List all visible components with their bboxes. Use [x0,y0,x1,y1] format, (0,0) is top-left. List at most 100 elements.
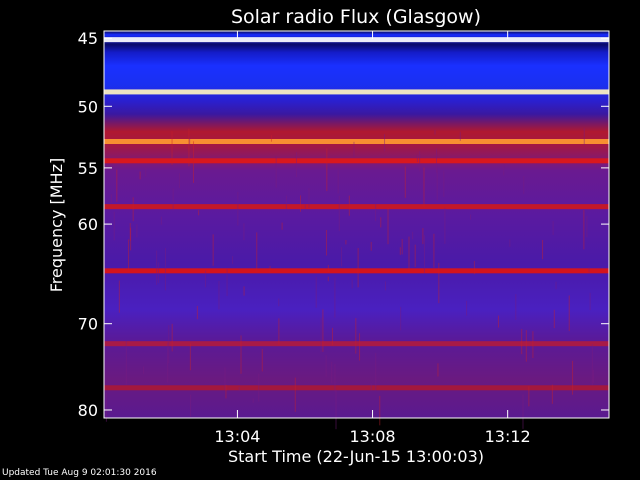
streak [240,335,242,374]
streak [315,276,317,308]
streak [237,191,239,226]
y-tick-label: 45 [78,29,98,48]
streak [132,197,134,222]
streak [375,203,377,222]
streak [525,330,527,362]
streak [192,141,194,183]
frequency-bands [104,37,609,391]
streak [523,176,525,194]
streak [379,395,381,426]
streak [331,327,333,346]
streak [408,236,410,271]
streak [188,128,190,167]
band-0 [104,37,609,43]
x-tick-label: 13:12 [485,427,531,446]
streak [327,276,329,282]
streak [351,279,353,289]
streak [521,329,523,355]
streak [334,364,336,392]
streak [322,309,324,352]
streak [423,167,425,208]
y-axis: 45 50 55 60 70 80 [78,29,609,420]
streak [555,281,557,290]
streak [353,141,355,158]
streak [586,215,588,238]
streak [473,261,475,275]
streak [433,233,435,268]
streak [327,264,329,273]
streak [205,270,207,288]
streak [225,384,227,399]
streak [196,305,198,320]
streak [125,341,127,385]
streak [370,383,372,391]
streak [160,216,162,225]
streak [269,266,271,274]
streak [232,256,234,264]
x-axis: 13:04 13:08 13:12 [214,31,531,446]
streak [359,333,361,361]
streak [136,224,138,238]
y-tick-label: 60 [78,215,98,234]
streak [443,170,445,197]
streak [384,281,386,291]
streak [528,386,530,407]
streak [278,298,280,307]
streak [416,154,418,163]
streak [436,148,438,173]
streak [591,344,593,386]
spectrogram-background [104,31,609,418]
band-4 [104,204,609,210]
y-axis-label: Frequency [MHz] [47,158,66,292]
streak [171,323,173,352]
streak [238,386,240,392]
streak [434,129,436,135]
streak [588,267,590,273]
streak [437,363,439,377]
streak [158,262,160,284]
streak [243,286,245,296]
streak [370,241,372,251]
streak [404,166,406,198]
streak [129,223,131,241]
streak [105,392,107,422]
streak [145,166,147,177]
streak [503,164,505,176]
time-streaks [104,128,594,430]
y-tick-label: 55 [78,159,98,178]
streak [156,250,158,285]
streak [414,244,416,268]
streak [118,280,120,313]
streak [320,317,322,353]
streak [436,169,438,201]
streak [331,361,333,384]
streak [423,235,425,273]
streak [304,204,306,209]
streak [325,354,327,377]
streak [261,349,263,372]
streak [128,239,130,271]
y-tick-label: 70 [78,315,98,334]
band-2 [104,139,609,145]
streak [281,222,283,230]
band-6 [104,341,609,347]
streak [542,239,544,260]
streak [572,360,574,395]
streak [592,369,594,383]
streak [326,148,328,192]
streak [553,309,555,329]
streak [189,343,191,371]
band-5 [104,268,609,274]
streak [278,318,280,345]
y-tick-label: 80 [78,401,98,420]
streak [509,239,511,247]
streak [300,195,302,212]
streak [401,239,403,255]
streak [189,137,191,146]
streak [256,232,258,273]
streak [348,195,350,216]
streak [270,135,272,142]
streak [243,223,245,241]
streak [357,248,359,288]
band-3 [104,158,609,164]
